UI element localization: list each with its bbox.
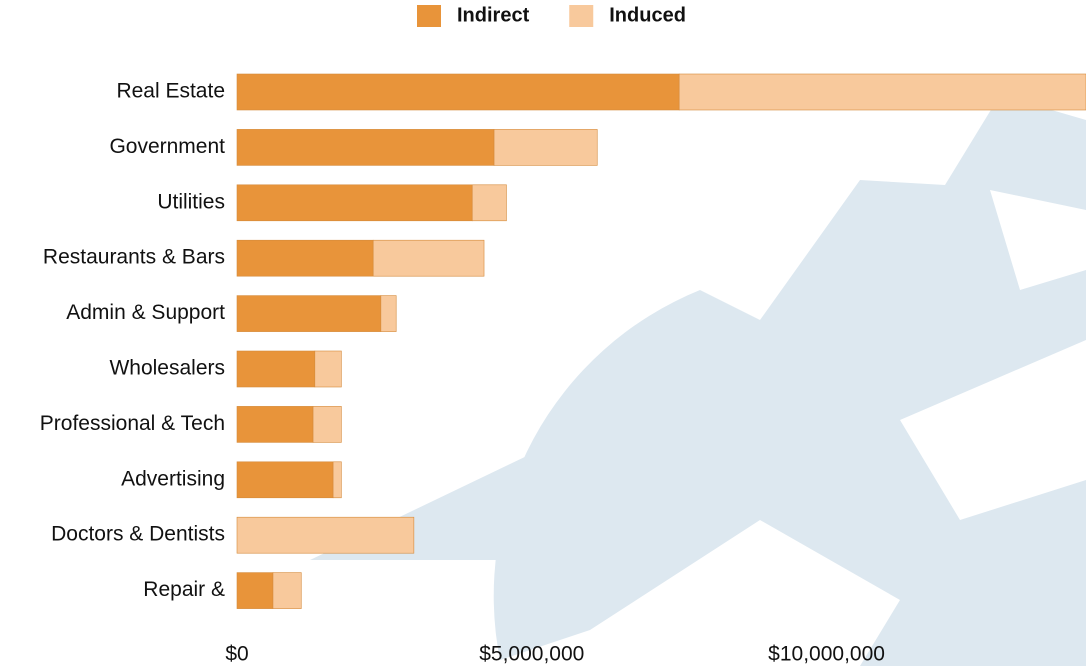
y-tick-label: Admin & Support [66, 301, 225, 324]
bar-segment [678, 73, 1086, 111]
y-tick-label: Real Estate [116, 80, 225, 103]
x-tick-label: $10,000,000 [768, 643, 885, 666]
y-tick-label: Wholesalers [109, 357, 225, 380]
legend-swatch [569, 5, 594, 27]
legend-label: Indirect [457, 4, 530, 26]
bar-segment [471, 184, 507, 222]
y-tick-label: Utilities [157, 190, 225, 213]
bar-segment [236, 572, 274, 609]
bar-segment [493, 129, 598, 166]
bar-segment [236, 461, 334, 499]
x-tick-label: $5,000,000 [479, 643, 584, 666]
bar-segment [312, 406, 342, 443]
y-tick-label: Doctors & Dentists [51, 523, 225, 546]
x-tick-label: $0 [225, 643, 248, 666]
bar-segment [236, 239, 374, 277]
bar-segment [236, 73, 680, 111]
watermark [310, 95, 1086, 666]
bar-segment [372, 239, 485, 277]
legend: Indirect Induced [417, 4, 686, 27]
bar-segment [272, 572, 302, 609]
y-tick-label: Repair & [143, 578, 225, 601]
y-tick-label: Restaurants & Bars [43, 246, 225, 269]
y-tick-label: Advertising [121, 467, 225, 490]
bar-segment [332, 461, 342, 499]
bar-segment [236, 129, 495, 166]
bar-segment [236, 516, 415, 554]
y-tick-label: Government [109, 135, 225, 158]
bar-segment [236, 406, 314, 443]
bar-segment [236, 295, 382, 332]
y-tick-label: Professional & Tech [40, 412, 225, 435]
legend-label: Induced [609, 4, 686, 26]
legend-swatch [417, 5, 441, 27]
bar-segment [314, 350, 342, 388]
bar-segment [236, 350, 316, 388]
bar-segment [236, 184, 473, 222]
bar-segment [380, 295, 397, 332]
